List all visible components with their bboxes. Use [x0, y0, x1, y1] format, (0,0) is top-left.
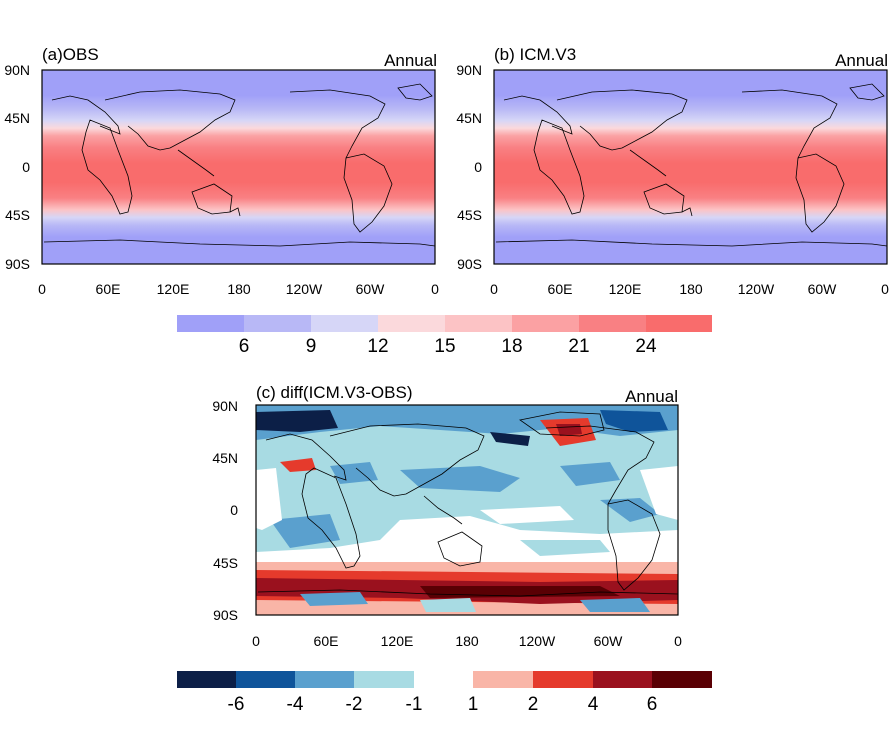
- panel-b-coastlines: [495, 83, 888, 247]
- lon-tick: 180: [679, 281, 703, 297]
- lon-tick: 120E: [381, 633, 414, 649]
- colorbar-swatch: [445, 315, 512, 332]
- colorbar-label: 15: [434, 336, 455, 357]
- lon-tick: 0: [490, 281, 498, 297]
- lat-tick: 90S: [457, 256, 482, 272]
- lat-tick: 0: [22, 159, 30, 175]
- panel-c-lat-ticks: 90N 45N 0 45S 90S: [212, 398, 238, 623]
- lon-tick: 0: [431, 281, 439, 297]
- panel-b-lon-ticks: 0 60E 120E 180 120W 60W 0: [490, 281, 889, 297]
- colorbar-swatch: [646, 315, 712, 332]
- panel-b: (b) ICM.V3 Annual 90N 45N 0 45S 90S 0 60…: [456, 45, 889, 297]
- lon-tick: 120W: [286, 281, 323, 297]
- colorbar-label: 21: [568, 336, 589, 357]
- lon-tick: 120E: [609, 281, 642, 297]
- lat-tick: 90N: [456, 62, 482, 78]
- panel-b-lat-ticks: 90N 45N 0 45S 90S: [456, 62, 482, 272]
- colorbar-swatch: [311, 315, 378, 332]
- colorbar-label: 4: [588, 694, 599, 715]
- panel-c-coastlines: [257, 411, 679, 597]
- colorbar-swatch: [354, 671, 414, 688]
- colorbar-swatch: [177, 671, 236, 688]
- lon-tick: 0: [252, 633, 260, 649]
- colorbar-swatch: [177, 315, 244, 332]
- colorbar-diff-swatches: [177, 671, 712, 688]
- panel-a-field: [42, 70, 435, 264]
- colorbar-label: -1: [406, 694, 423, 715]
- lon-tick: 60W: [356, 281, 386, 297]
- colorbar-label: -6: [228, 694, 245, 715]
- colorbar-swatch: [579, 315, 646, 332]
- panel-a: (a)OBS Annual 90N 45N 0 45S 90S 0 60E 12…: [4, 45, 439, 297]
- lon-tick: 120W: [519, 633, 556, 649]
- panel-c-title: (c) diff(ICM.V3-OBS): [256, 383, 412, 402]
- colorbar-swatch: [593, 671, 652, 688]
- lat-tick: 90N: [212, 398, 238, 414]
- colorbar-top: 6 9 12 15 18 21 24: [177, 315, 712, 357]
- panel-c-frame: [255, 404, 679, 616]
- lat-tick: 45S: [5, 207, 30, 223]
- panel-a-season: Annual: [384, 51, 437, 70]
- panel-b-season: Annual: [835, 51, 888, 70]
- colorbar-label: 12: [367, 336, 388, 357]
- panel-b-frame: [493, 69, 888, 265]
- panel-a-title: (a)OBS: [42, 45, 99, 64]
- colorbar-swatch: [244, 315, 311, 332]
- lon-tick: 60E: [548, 281, 573, 297]
- panel-a-coastlines: [43, 83, 436, 247]
- lat-tick: 45N: [456, 110, 482, 126]
- lon-tick: 0: [881, 281, 889, 297]
- lat-tick: 45N: [212, 450, 238, 466]
- colorbar-diff-labels: -6 -4 -2 -1 1 2 4 6: [228, 694, 658, 715]
- colorbar-swatch: [295, 671, 354, 688]
- lon-tick: 180: [227, 281, 251, 297]
- colorbar-label: 6: [647, 694, 658, 715]
- lat-tick: 45S: [213, 555, 238, 571]
- colorbar-label: 24: [635, 336, 657, 357]
- lon-tick: 60W: [808, 281, 838, 297]
- panel-c-field: [256, 405, 678, 615]
- panel-b-field: [494, 70, 887, 264]
- lon-tick: 0: [674, 633, 682, 649]
- lon-tick: 120E: [157, 281, 190, 297]
- panel-a-frame: [41, 69, 436, 265]
- lon-tick: 60E: [314, 633, 339, 649]
- lat-tick: 0: [230, 502, 238, 518]
- panel-c: (c) diff(ICM.V3-OBS) Annual: [212, 383, 682, 649]
- colorbar-label: 9: [306, 336, 317, 357]
- lat-tick: 45N: [4, 110, 30, 126]
- lat-tick: 90S: [5, 256, 30, 272]
- panel-b-title: (b) ICM.V3: [494, 45, 576, 64]
- colorbar-label: 2: [528, 694, 539, 715]
- colorbar-label: -4: [287, 694, 304, 715]
- panel-c-lon-ticks: 0 60E 120E 180 120W 60W 0: [252, 633, 682, 649]
- lon-tick: 60E: [96, 281, 121, 297]
- lon-tick: 60W: [594, 633, 624, 649]
- colorbar-diff: -6 -4 -2 -1 1 2 4 6: [177, 671, 712, 715]
- lat-tick: 90S: [213, 607, 238, 623]
- colorbar-label: 1: [468, 694, 479, 715]
- colorbar-top-labels: 6 9 12 15 18 21 24: [239, 336, 657, 357]
- colorbar-swatch: [533, 671, 593, 688]
- colorbar-label: 6: [239, 336, 250, 357]
- panel-c-season: Annual: [625, 387, 678, 406]
- lon-tick: 120W: [738, 281, 775, 297]
- lon-tick: 180: [455, 633, 479, 649]
- colorbar-label: 18: [501, 336, 522, 357]
- colorbar-swatch: [512, 315, 579, 332]
- colorbar-label: -2: [346, 694, 363, 715]
- lat-tick: 0: [474, 159, 482, 175]
- lon-tick: 0: [38, 281, 46, 297]
- colorbar-swatch: [473, 671, 533, 688]
- lat-tick: 45S: [457, 207, 482, 223]
- panel-a-lat-ticks: 90N 45N 0 45S 90S: [4, 62, 30, 272]
- panel-a-lon-ticks: 0 60E 120E 180 120W 60W 0: [38, 281, 439, 297]
- colorbar-swatch: [652, 671, 712, 688]
- lat-tick: 90N: [4, 62, 30, 78]
- colorbar-swatch: [236, 671, 295, 688]
- colorbar-top-swatches: [177, 315, 712, 332]
- colorbar-swatch: [378, 315, 445, 332]
